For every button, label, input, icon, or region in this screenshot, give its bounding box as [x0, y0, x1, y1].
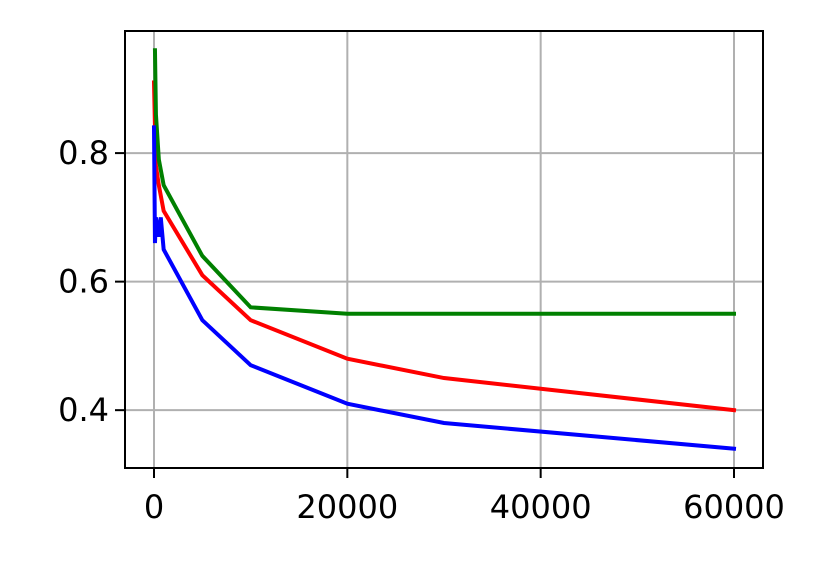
x-tick-label: 60000: [683, 488, 785, 526]
series-line-3: [151, 125, 737, 451]
x-tick-label: 20000: [296, 488, 398, 526]
axis-ticks: 0 20000 40000 60000 0.4 0.6 0.8: [58, 134, 785, 526]
series-lines: [151, 48, 737, 451]
y-tick-label: 0.4: [58, 391, 109, 429]
plot-frame: [124, 30, 764, 469]
x-tick-label: 0: [144, 488, 164, 526]
y-tick-label: 0.8: [58, 134, 109, 172]
x-tick-label: 40000: [490, 488, 592, 526]
y-tick-label: 0.6: [58, 263, 109, 301]
series-line-2: [152, 48, 736, 316]
